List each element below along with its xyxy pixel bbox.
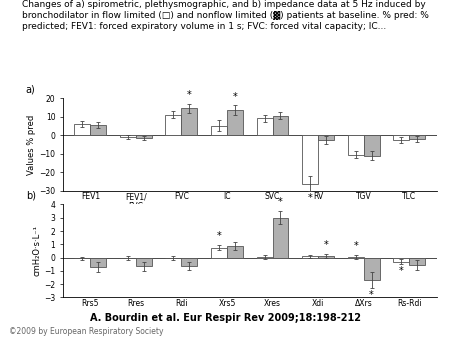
Bar xyxy=(256,257,273,258)
Bar xyxy=(302,135,318,184)
Bar xyxy=(348,257,364,258)
Text: b): b) xyxy=(26,191,36,201)
Text: *: * xyxy=(353,241,358,251)
Bar xyxy=(120,135,136,137)
Text: Changes of a) spirometric, plethysmographic, and b) impedance data at 5 Hz induc: Changes of a) spirometric, plethysmograp… xyxy=(22,0,428,31)
Text: *: * xyxy=(399,266,404,276)
Bar xyxy=(364,135,379,155)
Text: A. Bourdin et al. Eur Respir Rev 2009;18:198-212: A. Bourdin et al. Eur Respir Rev 2009;18… xyxy=(90,313,360,323)
Bar xyxy=(302,256,318,258)
Bar xyxy=(273,218,288,258)
Bar xyxy=(211,248,227,258)
Bar xyxy=(74,124,90,135)
Bar xyxy=(166,115,181,135)
Bar xyxy=(348,135,364,155)
Text: ©2009 by European Respiratory Society: ©2009 by European Respiratory Society xyxy=(9,327,163,336)
Text: *: * xyxy=(187,90,192,100)
Bar xyxy=(409,258,425,265)
Text: *: * xyxy=(369,290,374,300)
Bar xyxy=(409,135,425,139)
Text: *: * xyxy=(233,92,237,102)
Y-axis label: cmH₂O·s·L⁻¹: cmH₂O·s·L⁻¹ xyxy=(32,225,41,276)
Bar xyxy=(393,258,409,262)
Bar xyxy=(136,135,152,138)
Bar xyxy=(318,256,334,258)
Text: *: * xyxy=(324,240,328,250)
Bar xyxy=(181,108,198,135)
Bar xyxy=(90,258,106,267)
Bar xyxy=(393,135,409,140)
Y-axis label: Values % pred: Values % pred xyxy=(27,114,36,175)
Bar xyxy=(181,258,198,266)
Text: *: * xyxy=(308,193,312,203)
Bar xyxy=(227,110,243,135)
Bar xyxy=(256,119,273,135)
Bar xyxy=(273,116,288,135)
Bar xyxy=(136,258,152,266)
Bar xyxy=(364,258,379,280)
Text: *: * xyxy=(216,231,221,241)
Bar xyxy=(227,246,243,258)
Bar xyxy=(90,125,106,135)
Bar xyxy=(211,126,227,135)
Text: a): a) xyxy=(26,84,36,94)
Text: *: * xyxy=(278,197,283,208)
Bar xyxy=(318,135,334,140)
